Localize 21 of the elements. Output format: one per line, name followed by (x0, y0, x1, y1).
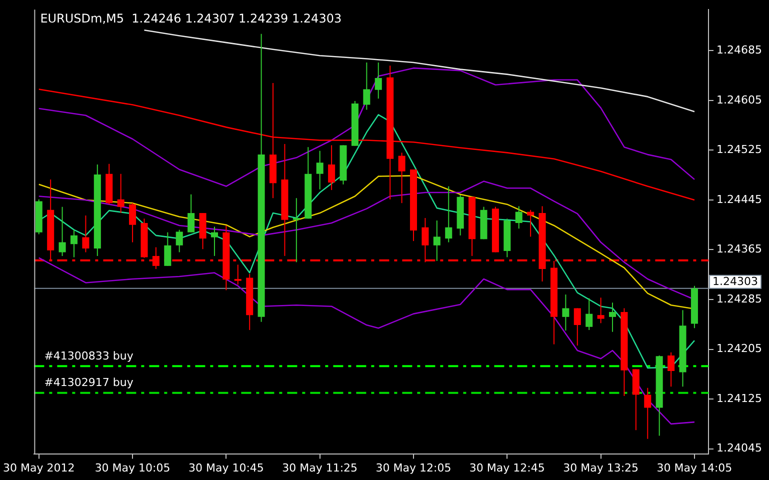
x-tick-label: 30 May 10:45 (188, 461, 264, 474)
x-tick-label: 30 May 10:05 (94, 461, 170, 474)
ref-line-label: #41300833 buy (44, 349, 134, 362)
y-tick-label: 1.24525 (716, 143, 762, 156)
ref-line-label: 1.24303 (712, 275, 758, 288)
chart-title: EURUSDm,M5 1.24246 1.24307 1.24239 1.24303 (40, 12, 342, 26)
y-tick-label: 1.24045 (716, 442, 762, 455)
y-tick-label: 1.24445 (716, 192, 762, 206)
y-tick-label: 1.24205 (716, 342, 762, 356)
x-tick-label: 30 May 13:25 (563, 461, 639, 474)
y-tick-label: 1.24365 (716, 242, 762, 256)
x-tick-label: 30 May 12:05 (376, 461, 452, 474)
y-tick-label: 1.24285 (716, 292, 762, 306)
y-tick-label: 1.24125 (716, 392, 762, 405)
x-tick-label: 30 May 11:25 (282, 461, 358, 474)
x-tick-label: 30 May 14:05 (656, 461, 732, 474)
x-tick-label: 30 May 2012 (3, 461, 75, 474)
x-tick-label: 30 May 12:45 (469, 461, 545, 474)
y-tick-label: 1.24685 (716, 44, 762, 57)
ref-line-label: #41302917 buy (44, 376, 134, 390)
y-tick-label: 1.24605 (716, 93, 762, 106)
